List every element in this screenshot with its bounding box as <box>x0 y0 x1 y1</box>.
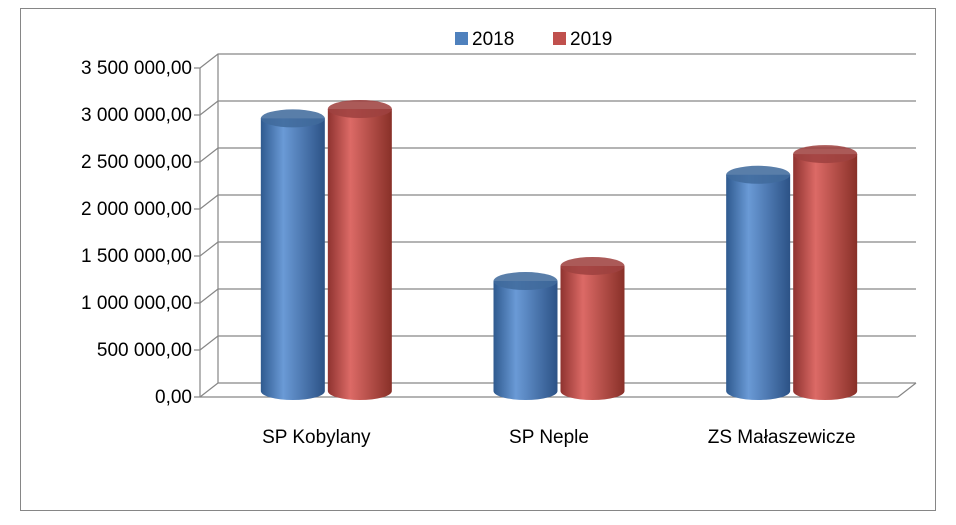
bar-top-shade <box>493 272 558 291</box>
bar-body <box>793 154 858 401</box>
bar-top-shade <box>327 100 392 118</box>
bar <box>260 109 325 401</box>
y-tick-label: 2 500 000,00 <box>81 152 192 173</box>
bar-top <box>327 100 392 118</box>
y-tick-label: 1 500 000,00 <box>81 246 192 267</box>
legend: 2018 2019 <box>455 29 612 50</box>
grid-line <box>194 53 916 69</box>
bar-body <box>726 174 791 401</box>
bar-top-shade <box>793 145 858 164</box>
legend-swatch <box>455 32 468 45</box>
bar-top-shade <box>726 165 791 184</box>
y-tick-label: 3 000 000,00 <box>81 105 192 126</box>
bar <box>726 165 791 401</box>
y-tick-label: 0,00 <box>155 387 192 408</box>
x-tick-label: SP Kobylany <box>262 427 371 448</box>
bar-top <box>493 272 558 291</box>
bar-top <box>793 145 858 164</box>
grid-line <box>194 194 916 210</box>
legend-swatch <box>553 32 566 45</box>
grid-line <box>194 100 916 116</box>
bar-top-shade <box>560 256 625 275</box>
x-tick-label: ZS Małaszewicze <box>708 427 856 448</box>
floor-edge <box>897 382 917 398</box>
bar-top <box>726 165 791 184</box>
legend-label: 2019 <box>570 29 612 50</box>
bar <box>493 272 558 401</box>
bar <box>793 145 858 401</box>
bar-top-shade <box>260 109 325 128</box>
legend-label: 2018 <box>472 29 514 50</box>
grid-line <box>194 147 916 163</box>
y-tick-label: 500 000,00 <box>97 340 192 361</box>
y-tick-label: 2 000 000,00 <box>81 199 192 220</box>
grid-line <box>194 241 916 257</box>
bar <box>327 100 392 401</box>
y-tick-label: 1 000 000,00 <box>81 293 192 314</box>
bar-body <box>560 265 625 401</box>
bar-top <box>560 256 625 275</box>
x-tick-label: SP Neple <box>509 427 589 448</box>
y-tick-label: 3 500 000,00 <box>81 58 192 79</box>
bar-body <box>260 118 325 401</box>
bar-body <box>493 281 558 401</box>
bar-body <box>327 109 392 401</box>
bar-top <box>260 109 325 128</box>
bar <box>560 256 625 401</box>
